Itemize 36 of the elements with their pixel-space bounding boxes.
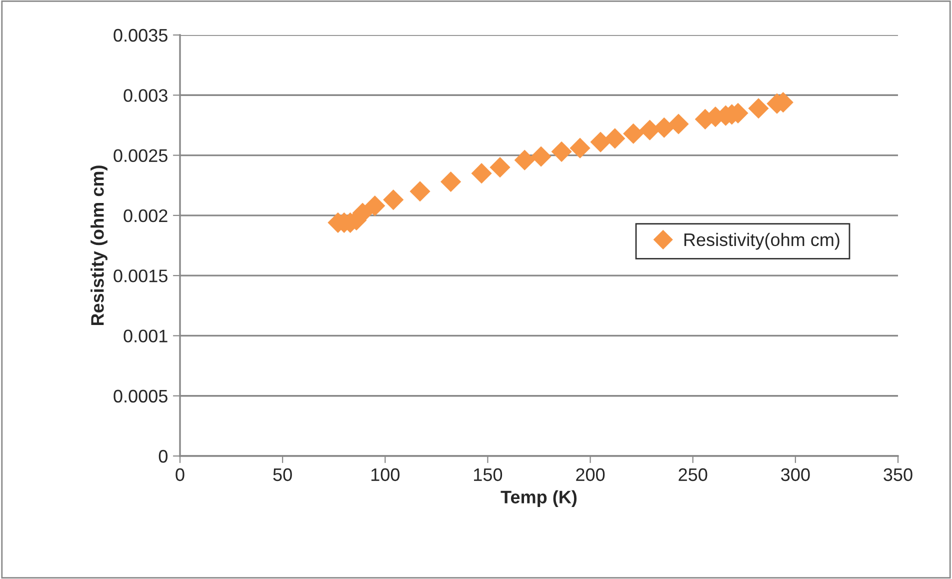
point (471, 163, 492, 184)
point (590, 132, 611, 152)
point (410, 181, 430, 202)
x-tick-label: 150 (474, 468, 502, 482)
point (514, 150, 535, 170)
y-tick-label: 0.0005 (114, 390, 168, 403)
y-axis-title: Resistity (ohm cm) (90, 166, 108, 326)
y-tick-label: 0.003 (124, 89, 168, 102)
point (364, 196, 386, 216)
point (490, 157, 510, 178)
point (604, 128, 626, 149)
y-tick-label: 0.0025 (114, 149, 168, 162)
x-tick-label: 300 (781, 468, 810, 482)
point (383, 189, 404, 210)
point (639, 120, 660, 140)
point (551, 141, 572, 162)
point (668, 114, 689, 134)
y-tick-label: 0 (158, 450, 168, 463)
y-tick-label: 0.002 (124, 209, 168, 222)
point (570, 138, 590, 158)
x-tick-label: 200 (576, 468, 605, 482)
point (654, 117, 674, 138)
point (440, 171, 462, 192)
x-tick-label: 250 (678, 468, 708, 482)
x-axis-title: Temp (K) (500, 490, 577, 508)
point (748, 98, 769, 119)
x-tick-label: 0 (176, 468, 184, 482)
point (623, 123, 644, 144)
x-tick-label: 50 (273, 468, 292, 482)
y-tick-label: 0.0015 (114, 270, 168, 282)
point (530, 146, 552, 167)
x-tick-label: 100 (371, 468, 400, 482)
x-tick-label: 350 (884, 468, 912, 482)
y-tick-label: 0.0035 (114, 28, 168, 42)
legend-label: Resistivity(ohm cm) (684, 232, 840, 250)
y-tick-label: 0.001 (124, 330, 168, 342)
